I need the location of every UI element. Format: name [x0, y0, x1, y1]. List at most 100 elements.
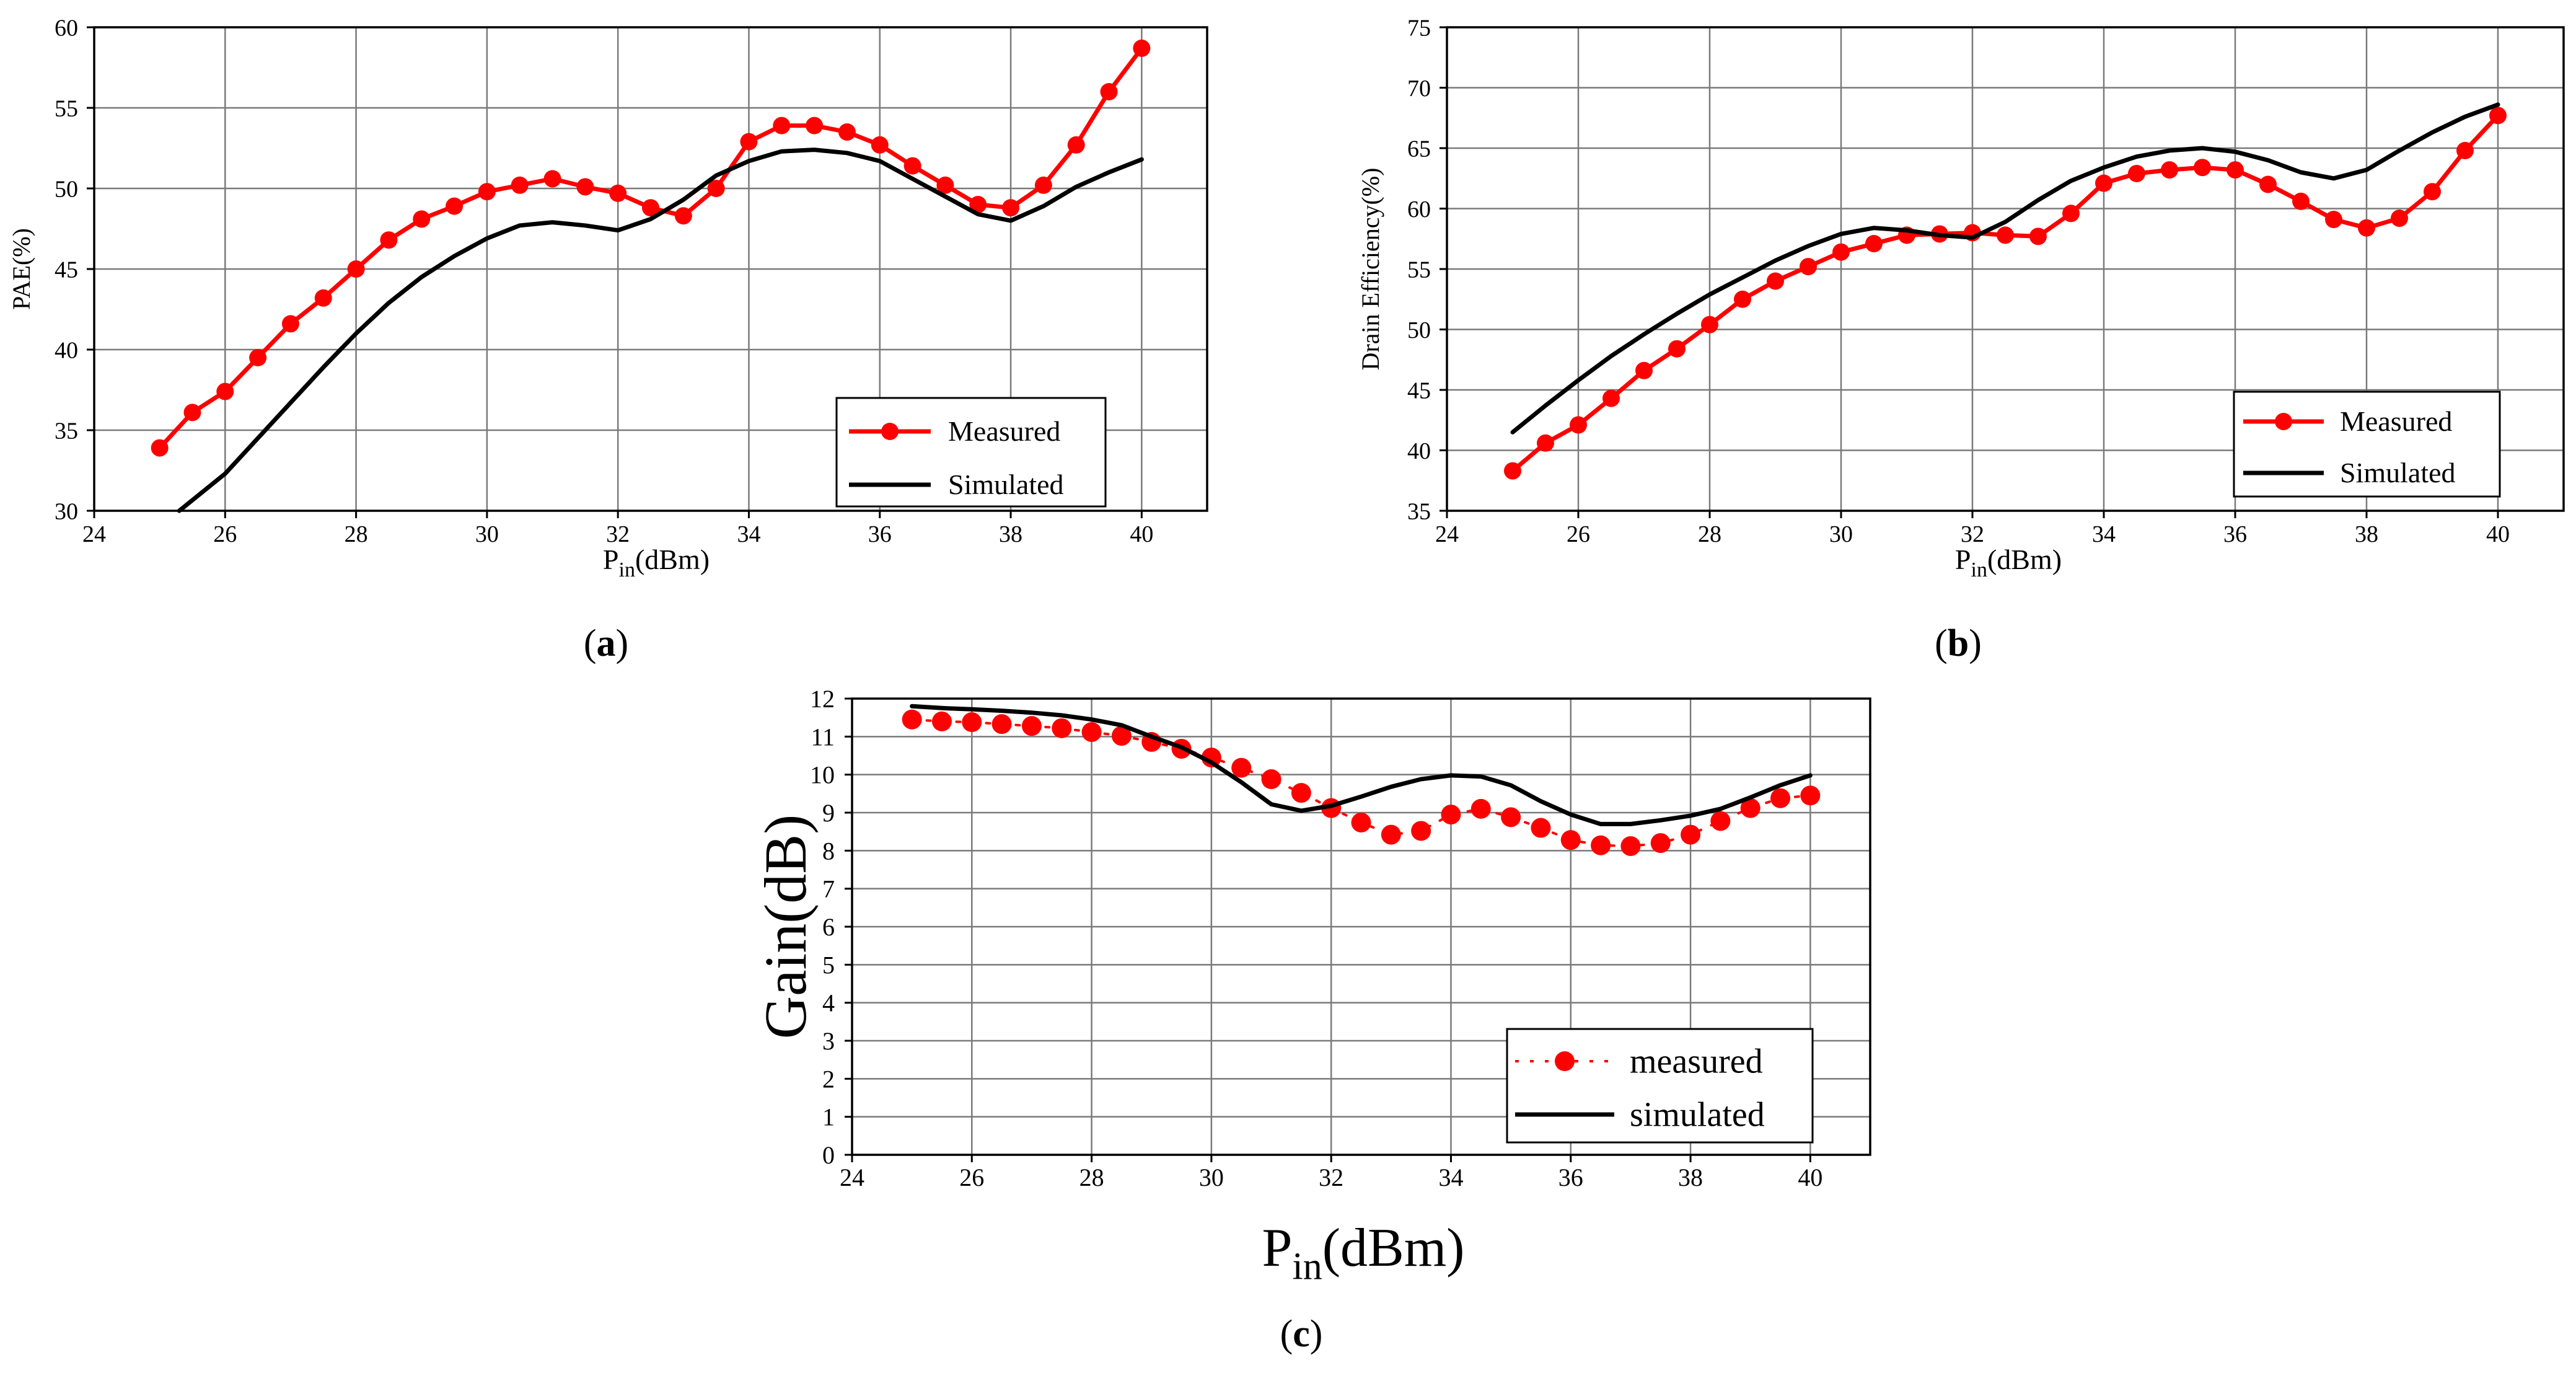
x-axis-label-subscript: in — [1971, 558, 1987, 581]
data-point — [281, 315, 299, 333]
data-point — [1800, 258, 1817, 276]
legend-box — [1506, 1028, 1814, 1144]
x-axis-label: Pin(dBm) — [603, 544, 710, 581]
series-line-simulated — [177, 148, 1144, 513]
x-tick-label: 34 — [2092, 521, 2116, 547]
data-point — [446, 197, 464, 215]
caption-close-paren: ) — [616, 622, 629, 664]
data-point — [1441, 805, 1461, 825]
data-point — [1291, 783, 1311, 803]
y-tick-label: 11 — [811, 723, 835, 751]
x-axis-label-unit: (dBm) — [1987, 544, 2062, 575]
x-axis-label-unit: (dBm) — [635, 544, 710, 575]
legend-swatch-marker — [2275, 413, 2292, 430]
x-axis-label: Pin(dBm) — [1955, 544, 2062, 581]
series-simulated — [910, 704, 1813, 826]
y-tick-label: 1 — [822, 1103, 835, 1131]
data-point — [1133, 39, 1151, 57]
data-point — [183, 404, 201, 422]
data-point — [2194, 159, 2211, 177]
y-tick-label: 75 — [1407, 15, 1431, 41]
data-point — [511, 176, 529, 194]
data-point — [1034, 176, 1052, 194]
data-point — [249, 349, 267, 366]
data-point — [1067, 136, 1085, 154]
series-measured — [151, 39, 1151, 457]
caption-letter: a — [597, 622, 616, 664]
legend-label: simulated — [1630, 1095, 1765, 1134]
data-point — [1381, 824, 1401, 845]
y-tick-label: 50 — [1407, 317, 1431, 343]
data-point — [2095, 174, 2112, 192]
x-tick-label: 36 — [1558, 1163, 1583, 1191]
data-point — [413, 210, 431, 228]
y-tick-label: 70 — [1407, 76, 1431, 102]
data-point — [1591, 835, 1611, 855]
data-point — [1668, 340, 1686, 358]
caption-open-paren: ( — [584, 622, 597, 664]
x-tick-label: 26 — [959, 1163, 984, 1191]
data-point — [902, 709, 922, 730]
legend: measured simulated — [1506, 1028, 1814, 1144]
y-axis-label: PAE(%) — [7, 228, 35, 310]
y-tick-label: 45 — [55, 257, 78, 283]
data-point — [543, 170, 561, 188]
data-point — [1100, 83, 1118, 100]
x-tick-label: 28 — [345, 521, 368, 547]
legend-box — [2233, 391, 2501, 498]
series-measured — [902, 709, 1821, 856]
data-point — [2489, 107, 2507, 125]
series-line-simulated — [1510, 102, 2500, 435]
x-axis-label-subscript: in — [619, 558, 635, 581]
data-point — [380, 231, 398, 249]
y-tick-label: 40 — [55, 337, 78, 363]
x-axis-label: Pin(dBm) — [1262, 1218, 1465, 1288]
x-tick-label: 34 — [1438, 1163, 1463, 1191]
data-point — [1767, 272, 1784, 290]
data-point — [642, 199, 659, 217]
x-tick-label: 28 — [1079, 1163, 1104, 1191]
data-point — [2128, 164, 2145, 182]
data-point — [707, 180, 725, 197]
y-tick-label: 9 — [822, 799, 835, 827]
data-point — [674, 207, 692, 225]
data-point — [1560, 830, 1581, 850]
data-point — [576, 178, 594, 196]
data-point — [1650, 833, 1671, 854]
y-tick-label: 5 — [822, 951, 835, 979]
x-tick-label: 24 — [82, 521, 106, 547]
y-tick-label: 35 — [55, 418, 78, 444]
data-point — [609, 184, 627, 202]
x-tick-label: 24 — [1435, 521, 1459, 547]
caption-letter: c — [1293, 1313, 1310, 1355]
y-tick-label: 30 — [55, 498, 78, 524]
x-tick-label: 38 — [2355, 521, 2378, 547]
data-point — [991, 714, 1012, 735]
data-point — [1411, 821, 1431, 841]
legend-swatch-marker — [881, 423, 899, 440]
legend-box — [835, 397, 1107, 508]
x-tick-label: 32 — [1319, 1163, 1343, 1191]
y-tick-label: 3 — [822, 1027, 835, 1055]
series-simulated — [1510, 102, 2500, 435]
y-tick-label: 7 — [822, 875, 835, 903]
data-point — [347, 260, 365, 278]
y-axis-label: Gain(dB) — [752, 815, 819, 1040]
x-axis-label-unit: (dBm) — [1322, 1218, 1465, 1278]
data-point — [2391, 210, 2408, 227]
data-point — [1081, 722, 1102, 742]
data-point — [1261, 769, 1281, 790]
y-tick-label: 0 — [822, 1141, 835, 1169]
data-point — [2325, 211, 2342, 229]
x-tick-label: 26 — [213, 521, 237, 547]
caption-label: (a) — [584, 622, 628, 664]
x-tick-label: 36 — [868, 521, 892, 547]
legend-swatch-marker — [1555, 1051, 1575, 1071]
caption-close-paren: ) — [1310, 1313, 1323, 1355]
data-point — [1701, 316, 1718, 333]
y-axis-label: Drain Efficiency(%) — [1356, 168, 1384, 371]
data-point — [1231, 757, 1252, 778]
y-tick-label: 2 — [822, 1065, 835, 1093]
data-point — [1570, 416, 1587, 434]
